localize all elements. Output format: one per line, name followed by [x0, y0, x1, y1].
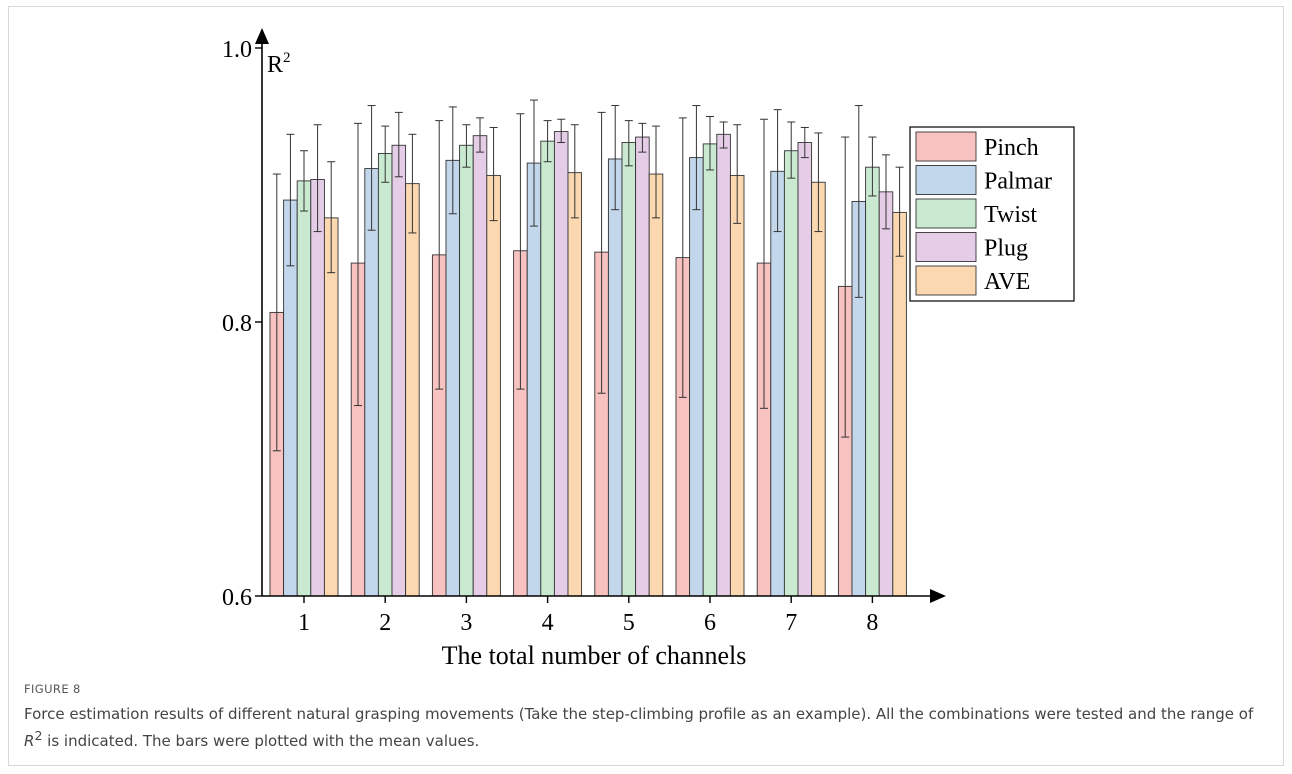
- figure-caption: Force estimation results of different na…: [24, 703, 1264, 752]
- bar-twist-5: [621, 142, 637, 597]
- bar-plug-8: [878, 191, 894, 597]
- bar-ave-8: [892, 211, 907, 597]
- bar-plug-1: [310, 179, 325, 597]
- x-tick-label-3: 3: [460, 610, 472, 636]
- legend: Pinch Palmar Twist Plug AVE: [909, 126, 1075, 302]
- x-tick-label-4: 4: [542, 610, 554, 636]
- bar-plug-3: [472, 135, 488, 597]
- error-bars-layer: [272, 99, 904, 452]
- legend-swatch-palmar: [915, 165, 977, 195]
- y-tick-label-0.8: 0.8: [222, 311, 252, 337]
- y-axis-label: R2: [267, 50, 291, 78]
- bar-plug-2: [391, 144, 407, 597]
- bar-palmar-2: [364, 168, 379, 597]
- bar-twist-8: [865, 166, 880, 597]
- legend-label-palmar: Palmar: [984, 169, 1052, 195]
- x-axis-arrow: [930, 589, 946, 603]
- legend-swatch-ave: [915, 265, 977, 296]
- bar-plug-6: [716, 133, 731, 597]
- x-tick-label-2: 2: [379, 610, 391, 636]
- bar-ave-1: [323, 217, 339, 597]
- bar-palmar-3: [445, 159, 461, 597]
- legend-swatch-plug: [915, 232, 977, 262]
- bar-ave-2: [405, 183, 420, 597]
- bar-plug-4: [553, 131, 569, 597]
- bar-palmar-7: [770, 170, 785, 597]
- bar-twist-1: [296, 180, 312, 597]
- y-axis-arrow: [255, 28, 269, 44]
- bar-twist-4: [540, 140, 555, 597]
- caption-text-after: is indicated. The bars were plotted with…: [42, 732, 480, 750]
- y-axis-label-text: R: [267, 52, 283, 78]
- legend-swatch-pinch: [915, 131, 977, 162]
- bar-palmar-4: [526, 162, 542, 597]
- bar-ave-4: [567, 172, 583, 597]
- bar-twist-7: [783, 150, 799, 597]
- bar-palmar-5: [607, 158, 623, 597]
- x-tick-label-1: 1: [298, 610, 310, 636]
- bar-ave-5: [648, 173, 664, 597]
- figure-label: FIGURE 8: [24, 682, 81, 696]
- legend-label-plug: Plug: [984, 236, 1028, 262]
- legend-label-pinch: Pinch: [984, 135, 1039, 161]
- x-tick-label-6: 6: [704, 610, 716, 636]
- y-tick-label-1.0: 1.0: [222, 37, 252, 63]
- bar-ave-7: [811, 181, 826, 597]
- y-axis-label-sup: 2: [283, 50, 291, 66]
- y-tick-label-0.6: 0.6: [222, 585, 252, 611]
- x-tick-label-5: 5: [623, 610, 635, 636]
- legend-swatch-twist: [915, 198, 977, 229]
- bar-ave-3: [486, 174, 501, 597]
- x-axis-label: The total number of channels: [442, 641, 747, 670]
- bar-palmar-6: [689, 157, 704, 597]
- legend-label-ave: AVE: [984, 269, 1030, 295]
- bar-ave-6: [729, 174, 745, 597]
- bar-plug-7: [797, 142, 813, 597]
- bar-plug-5: [635, 136, 650, 597]
- legend-label-twist: Twist: [984, 202, 1037, 228]
- bar-twist-2: [377, 153, 393, 597]
- caption-symbol-sup: 2: [34, 728, 43, 743]
- bar-twist-6: [702, 143, 718, 597]
- x-tick-label-7: 7: [785, 610, 797, 636]
- x-tick-label-8: 8: [866, 610, 878, 636]
- caption-symbol: R: [24, 732, 35, 750]
- caption-text-before: Force estimation results of different na…: [24, 705, 1254, 723]
- bar-twist-3: [459, 144, 474, 597]
- bars-layer: [269, 131, 907, 597]
